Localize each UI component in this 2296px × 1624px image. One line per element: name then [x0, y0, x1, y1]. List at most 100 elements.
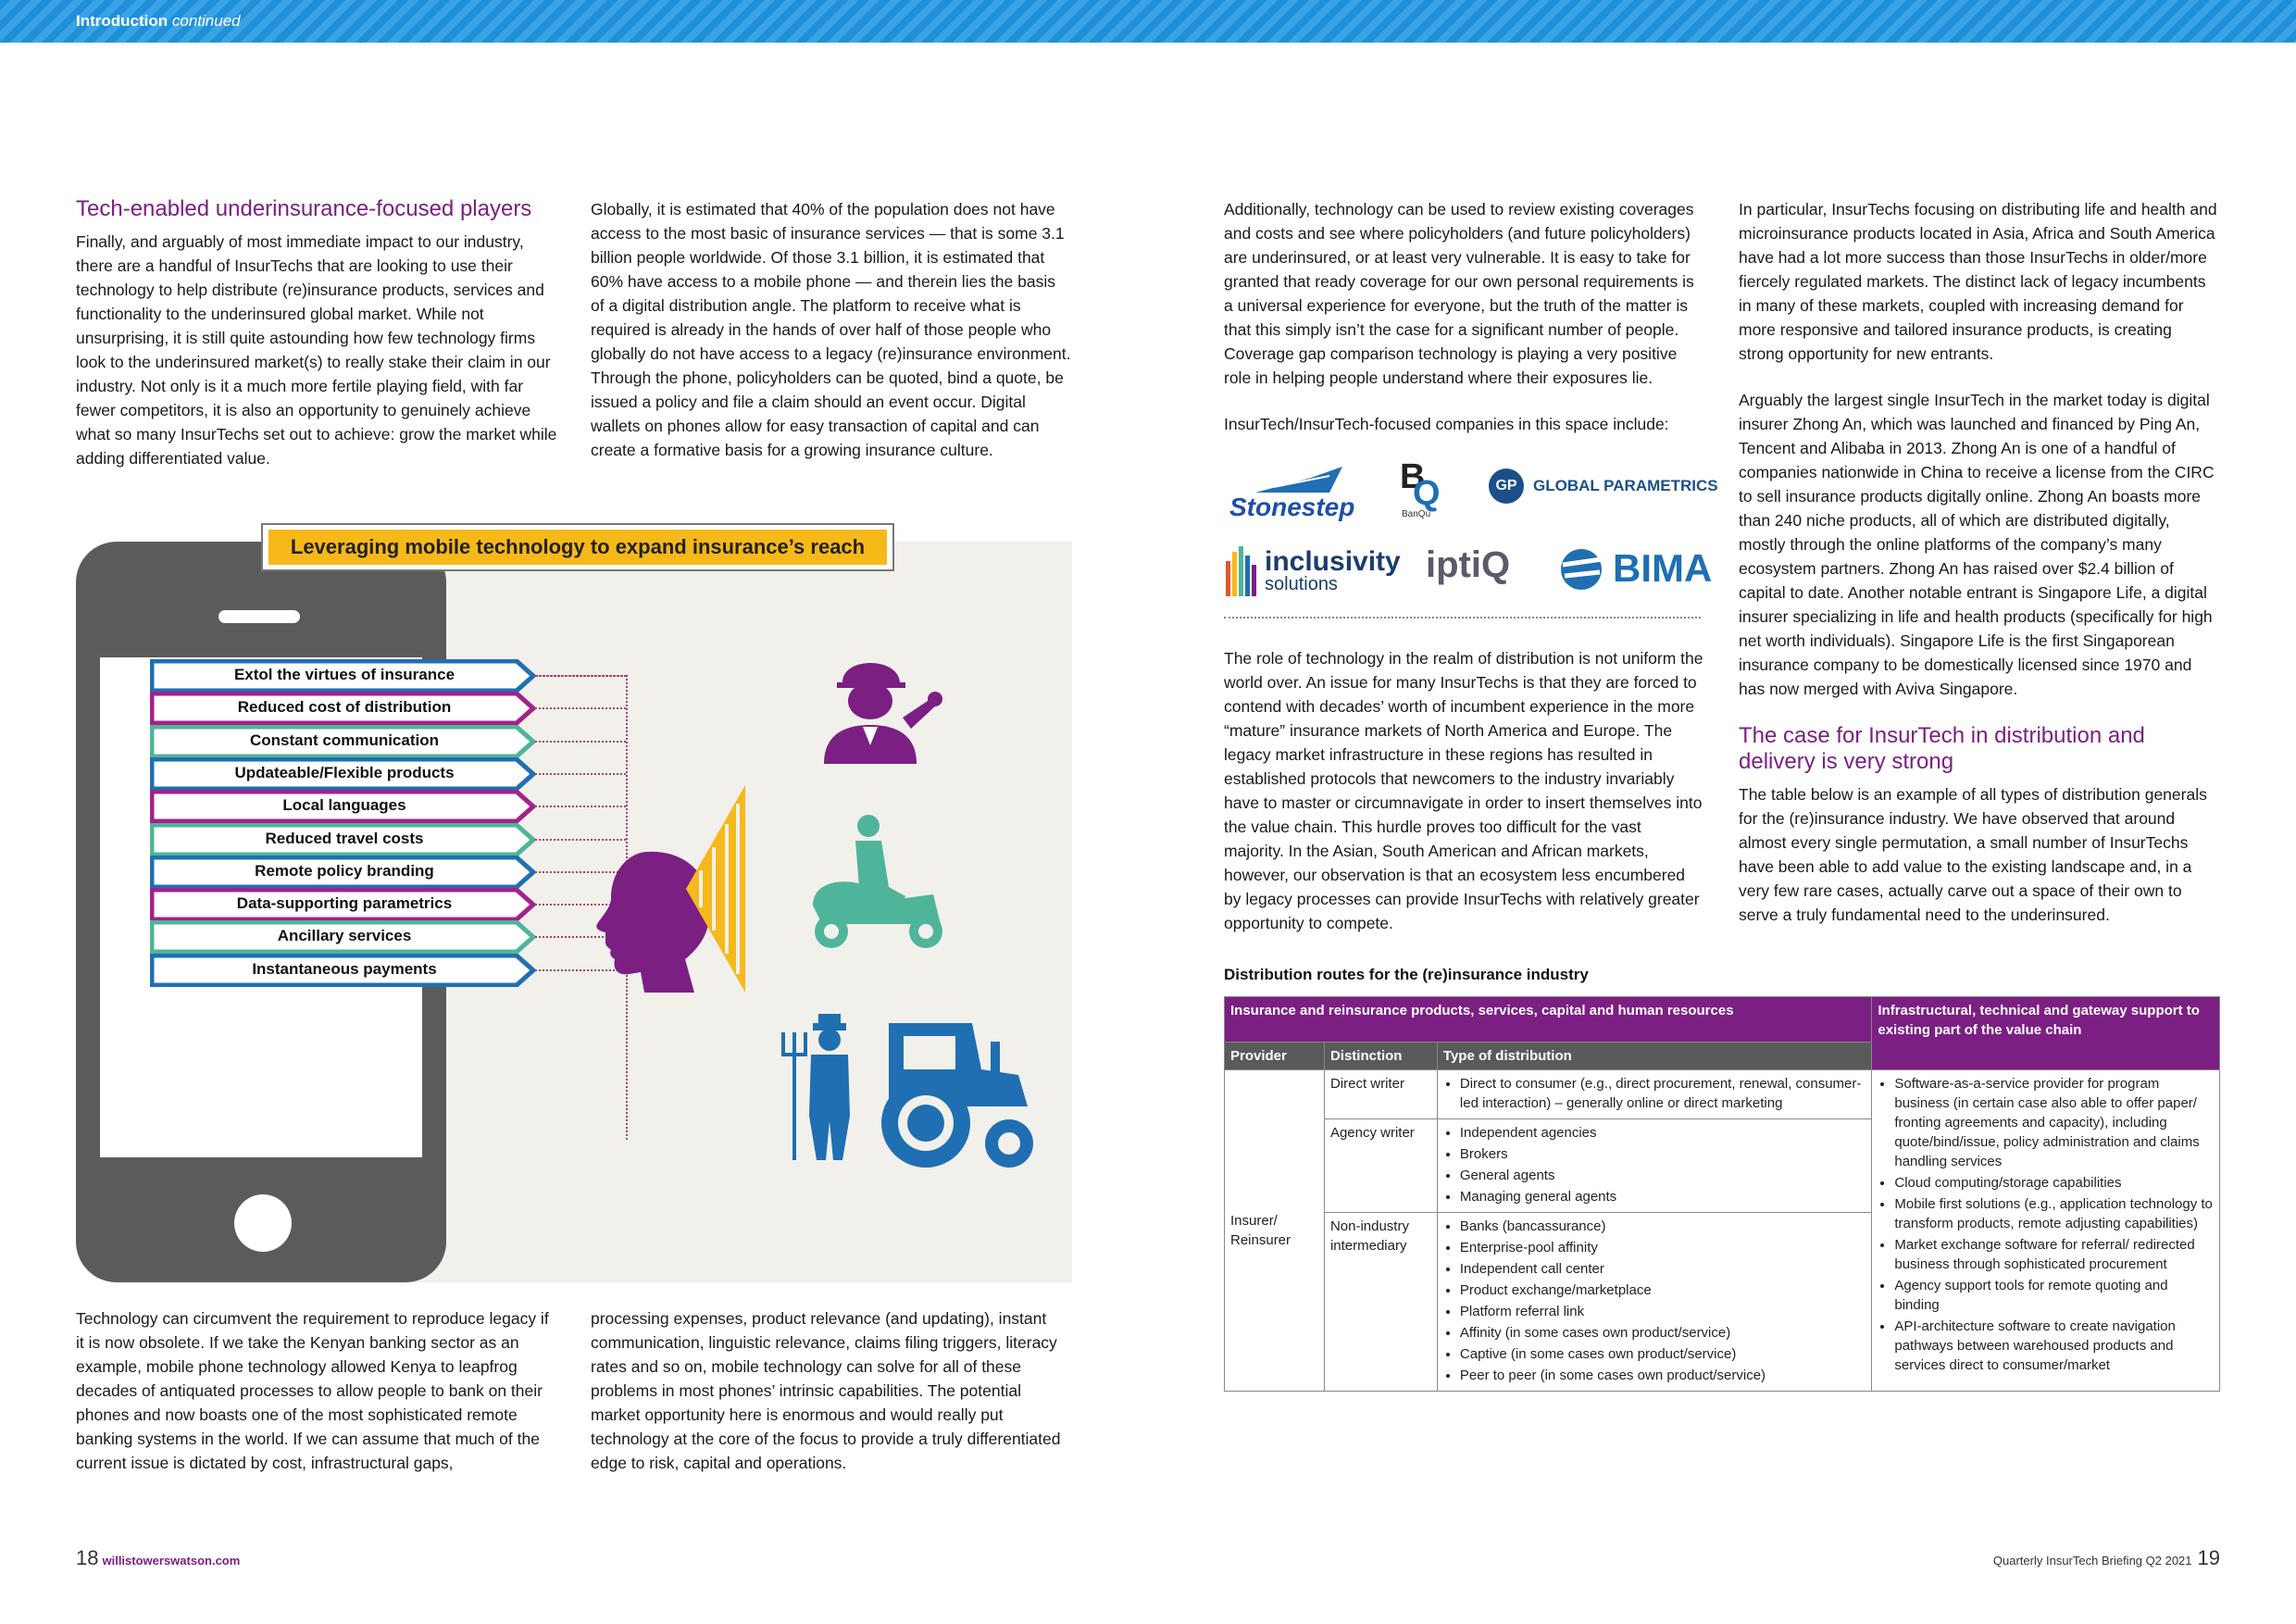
section-header-bar: Introduction continued: [0, 0, 2296, 43]
list-item: Affinity (in some cases own product/serv…: [1460, 1323, 1866, 1343]
arrow-banner-shape: [150, 920, 537, 954]
table-title: Distribution routes for the (re)insuranc…: [1224, 966, 1589, 983]
type-list: Independent agenciesBrokers General agent…: [1443, 1123, 1866, 1206]
infographic-item: Data-supporting parametrics: [150, 888, 537, 921]
distinction-cell: Direct writer: [1323, 1069, 1438, 1119]
table-row: Insurer/ Reinsurer Direct writer Direct …: [1224, 1069, 2220, 1392]
section-title: Introduction: [76, 12, 168, 30]
connector-stub: [535, 904, 626, 906]
list-item: Independent call center: [1460, 1259, 1866, 1279]
footer-left: 18 willistowerswatson.com: [76, 1546, 240, 1570]
right-column-1-continued: The role of technology in the realm of d…: [1224, 646, 1705, 957]
worker-icon: [824, 663, 942, 764]
inclusivity-bars-icon: [1226, 546, 1256, 596]
list-item: Direct to consumer (e.g., direct procure…: [1460, 1074, 1866, 1113]
arrow-banner-shape: [150, 790, 537, 823]
infographic-item: Ancillary services: [150, 920, 537, 954]
infographic-item: Local languages: [150, 790, 537, 823]
type-cell: Banks (bancassurance) Enterprise-pool aff…: [1436, 1212, 1873, 1392]
connector-stub: [535, 969, 626, 971]
left-column-2: Globally, it is estimated that 40% of th…: [591, 197, 1072, 484]
list-item: Market exchange software for referral/ r…: [1894, 1235, 2214, 1274]
infographic-item: Updateable/Flexible products: [150, 757, 537, 791]
page-number-right: 19: [2197, 1546, 2220, 1569]
list-item: Cloud computing/storage capabilities: [1894, 1173, 2214, 1193]
col-distinction: Distinction: [1323, 1042, 1438, 1070]
bima-wordmark: BIMA: [1613, 546, 1713, 590]
banqu-wordmark: BanQu: [1402, 509, 1431, 519]
connector-stub: [535, 773, 626, 775]
scooter-rider-icon: [813, 815, 942, 948]
distinction-cell: Agency writer: [1323, 1118, 1438, 1213]
type-cell: Independent agenciesBrokers General agent…: [1436, 1118, 1873, 1213]
infographic-item-label: Ancillary services: [277, 927, 412, 944]
table-row: Non-industry intermediary Banks (bancass…: [1225, 1212, 2220, 1392]
arrow-banner-shape: [150, 954, 537, 987]
infographic-item-label: Extol the virtues of insurance: [233, 666, 455, 683]
paragraph: InsurTech/InsurTech-focused companies in…: [1224, 415, 1669, 433]
tractor-icon: [881, 1023, 1033, 1168]
right-column-1: Additionally, technology can be used to …: [1224, 197, 1705, 458]
infographic-item-label: Instantaneous payments: [252, 960, 437, 978]
infographic-item: Reduced cost of distribution: [150, 692, 537, 725]
infographic-item-label: Constant communication: [249, 731, 439, 749]
arrow-banner-shape: [150, 888, 537, 921]
type-cell: Direct to consumer (e.g., direct procure…: [1436, 1069, 1873, 1119]
type-list: Banks (bancassurance) Enterprise-pool aff…: [1443, 1217, 1866, 1385]
list-item: Enterprise-pool affinity: [1460, 1238, 1866, 1257]
list-item: Managing general agents: [1460, 1187, 1866, 1206]
distribution-routes-table: Insurance and reinsurance products, serv…: [1223, 996, 2220, 1392]
arrow-banner-shape: [150, 659, 537, 693]
inclusivity-wordmark: inclusivity: [1265, 546, 1401, 577]
infrastructure-cell: Software-as-a-service provider for progr…: [1871, 1069, 2220, 1392]
table-header-row: Insurance and reinsurance products, serv…: [1223, 996, 2220, 1070]
list-item: Brokers: [1460, 1144, 1866, 1164]
infographic-title: Leveraging mobile technology to expand i…: [268, 530, 887, 565]
type-list: Direct to consumer (e.g., direct procure…: [1443, 1074, 1866, 1113]
right-column-2: In particular, InsurTechs focusing on di…: [1739, 197, 2220, 949]
connector-stub: [535, 806, 626, 807]
table-subheader-row: Provider Distinction Type of distributio…: [1224, 1042, 2220, 1070]
heading-underinsurance: Tech-enabled underinsurance-focused play…: [76, 196, 532, 221]
infographic-item-label: Data-supporting parametrics: [236, 894, 453, 912]
arrow-banner-shape: [150, 692, 537, 725]
provider-cell: Insurer/ Reinsurer: [1224, 1069, 1325, 1392]
infographic-item: Reduced travel costs: [150, 823, 537, 856]
list-item: Mobile first solutions (e.g., applicatio…: [1894, 1194, 2214, 1233]
infographic-item: Instantaneous payments: [150, 954, 537, 987]
list-item: Banks (bancassurance): [1460, 1217, 1866, 1236]
gp-mark: GP: [1489, 468, 1524, 504]
page-number-left: 18: [76, 1546, 99, 1569]
distinction-cell: Non-industry intermediary: [1323, 1212, 1438, 1392]
table-header-right: Infrastructural, technical and gateway s…: [1871, 996, 2220, 1070]
list-item: API-architecture software to create navi…: [1894, 1317, 2214, 1375]
heading-case-for-insurtech: The case for InsurTech in distribution a…: [1739, 723, 2145, 774]
infographic-item: Extol the virtues of insurance: [150, 659, 537, 693]
list-item: Captive (in some cases own product/servi…: [1460, 1344, 1866, 1364]
section-label: Introduction continued: [76, 12, 241, 31]
bima-globe-icon: [1561, 549, 1603, 590]
logo-divider: [1224, 617, 1701, 618]
head-icon: [596, 851, 710, 993]
list-item: Peer to peer (in some cases own product/…: [1460, 1366, 1866, 1385]
paragraph: The role of technology in the realm of d…: [1224, 649, 1703, 932]
stonestep-mark: [1255, 467, 1342, 493]
signal-fan-icon: [686, 785, 745, 993]
phone-home-button: [234, 1194, 292, 1252]
infographic-title-box: Leveraging mobile technology to expand i…: [261, 523, 894, 571]
list-item: Independent agencies: [1460, 1123, 1866, 1143]
iptiq-logo: iptiQ: [1426, 544, 1510, 586]
col-type: Type of distribution: [1436, 1042, 1873, 1070]
infographic-item-label: Updateable/Flexible products: [234, 764, 455, 781]
farmer-icon: [781, 1014, 850, 1160]
paragraph: Technology can circumvent the requiremen…: [76, 1309, 549, 1472]
infographic-item-label: Remote policy branding: [255, 862, 434, 880]
section-continued: continued: [171, 12, 241, 30]
list-item: Product exchange/marketplace: [1460, 1280, 1866, 1300]
inclusivity-subtitle: solutions: [1265, 574, 1338, 594]
paragraph: The table below is an example of all typ…: [1739, 785, 2207, 924]
infographic-item-label: Local languages: [282, 796, 406, 814]
website-link[interactable]: willistowerswatson.com: [102, 1554, 241, 1568]
arrow-banner-shape: [150, 725, 537, 758]
banqu-mark-q: Q: [1413, 474, 1441, 513]
